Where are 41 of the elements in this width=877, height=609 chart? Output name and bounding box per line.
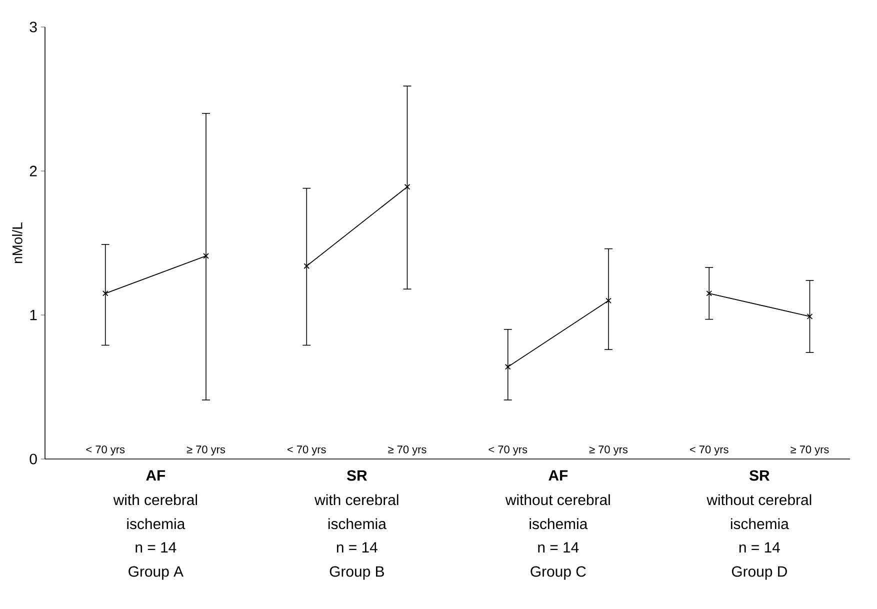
text: Group D — [732, 566, 787, 580]
text: Group C — [530, 566, 586, 580]
text: ischemia — [328, 518, 386, 530]
point — [203, 253, 209, 259]
text: without cerebral — [505, 494, 610, 506]
text: Group B — [330, 566, 384, 580]
point — [102, 290, 108, 296]
text: SR — [749, 470, 770, 481]
text: n = 14 — [136, 542, 176, 552]
point — [706, 290, 712, 296]
x-tick-label: ≥ 70 yrs — [790, 446, 829, 456]
x-tick-label: ≥ 70 yrs — [186, 446, 226, 456]
text: n = 14 — [336, 542, 378, 552]
text: SR — [346, 470, 368, 481]
x-tick-label: < 70 yrs — [488, 446, 528, 456]
x-tick-label: ≥ 70 yrs — [388, 446, 426, 456]
text: ischemia — [530, 518, 588, 530]
x-tick-label: ≥ 70 yrs — [589, 446, 628, 456]
point — [304, 263, 310, 269]
text: with cerebral — [113, 494, 198, 506]
x-tick-label: < 70 yrs — [288, 446, 326, 456]
point — [504, 364, 511, 370]
x-tick-label: < 70 yrs — [86, 446, 125, 456]
text: AF — [548, 470, 568, 480]
x-tick-label: < 70 yrs — [690, 446, 728, 456]
text: Group A — [128, 566, 184, 580]
text: with cerebral — [314, 494, 398, 506]
text: n = 14 — [739, 542, 780, 552]
y-tick-label: 3 — [30, 22, 37, 32]
y-tick-label: 1 — [30, 310, 37, 320]
point — [806, 314, 813, 320]
y-tick-label: 0 — [30, 454, 37, 464]
text: AF — [146, 470, 166, 480]
text: n = 14 — [538, 542, 579, 552]
y-tick-label: 2 — [30, 166, 37, 176]
text: ischemia — [730, 518, 789, 530]
y-axis-title: nMol/L — [12, 222, 22, 264]
text: without cerebral — [706, 494, 812, 506]
text: ischemia — [127, 518, 186, 530]
point — [404, 184, 410, 190]
point — [606, 298, 612, 304]
